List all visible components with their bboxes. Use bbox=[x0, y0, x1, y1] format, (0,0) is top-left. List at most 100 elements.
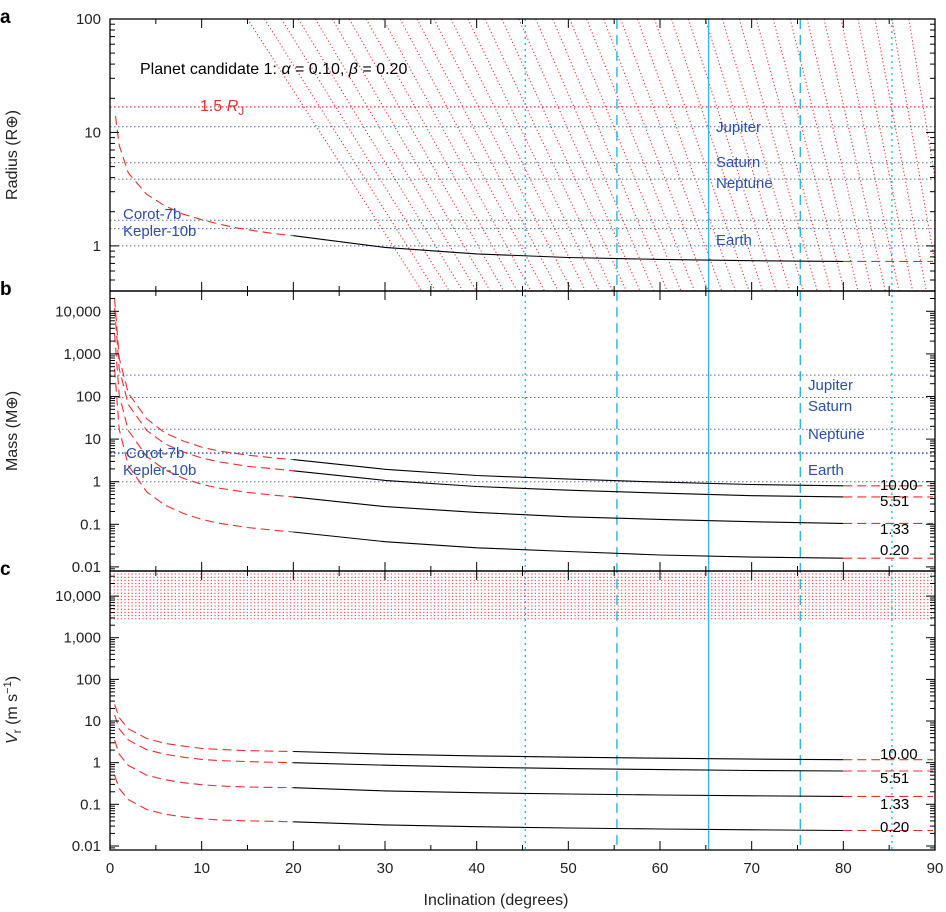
y-tick-label: 1,000 bbox=[63, 630, 101, 647]
curve-dashed bbox=[114, 333, 294, 498]
curve-solid bbox=[293, 821, 844, 832]
curve-solid bbox=[293, 750, 844, 761]
hatch-curve bbox=[264, 19, 436, 291]
hatch-curve bbox=[670, 19, 764, 291]
hatch-curve bbox=[891, 19, 935, 267]
hatch-curve bbox=[331, 19, 491, 291]
ref-label-a: Jupiter bbox=[716, 119, 761, 136]
panel-frame bbox=[109, 18, 936, 292]
series-label: 5.51 bbox=[880, 493, 909, 510]
series-label: 10.00 bbox=[880, 746, 918, 763]
x-tick-label: 10 bbox=[193, 860, 210, 877]
x-tick-label: 80 bbox=[835, 860, 852, 877]
y-tick-label: 1 bbox=[93, 474, 101, 491]
planet-candidate-annotation: Planet candidate 1: α = 0.10, β = 0.20 bbox=[140, 61, 407, 78]
y-axis-title-b: Mass (M⊕) bbox=[4, 391, 21, 471]
x-tick-label: 50 bbox=[560, 860, 577, 877]
curve-dashed bbox=[114, 298, 294, 461]
hatch-curve bbox=[721, 19, 805, 291]
y-tick-label: 100 bbox=[76, 389, 101, 406]
y-axis-title-a: Radius (R⊕) bbox=[4, 110, 21, 200]
y-tick-label: 1,000 bbox=[63, 346, 101, 363]
x-tick-label: 90 bbox=[927, 860, 944, 877]
series-label: 5.51 bbox=[880, 770, 909, 787]
hatch-curve bbox=[365, 19, 518, 291]
x-tick-label: 30 bbox=[377, 860, 394, 877]
hatch-curve bbox=[552, 19, 668, 291]
series-label: 10.00 bbox=[880, 477, 918, 494]
series-label: 1.33 bbox=[880, 521, 909, 538]
hatch-curve bbox=[247, 19, 423, 291]
rj-label: 1.5 RJ bbox=[200, 98, 244, 118]
hatch-curve bbox=[348, 19, 504, 291]
hatch-curve bbox=[535, 19, 655, 291]
series-label: 0.20 bbox=[880, 542, 909, 559]
hatch-curve bbox=[755, 19, 832, 291]
hatch-curve bbox=[314, 19, 477, 291]
y-tick-label: 0.1 bbox=[80, 796, 101, 813]
curves-panel-a bbox=[114, 115, 933, 262]
ref-label-a: Corot-7b bbox=[123, 206, 181, 223]
y-tick-label: 1 bbox=[93, 238, 101, 255]
hatch-curve bbox=[382, 19, 532, 291]
y-tick-label: 1 bbox=[93, 755, 101, 772]
curve-solid bbox=[293, 496, 844, 524]
curve-dashed bbox=[114, 704, 294, 753]
hatch-curve bbox=[569, 19, 682, 291]
hatch-curve bbox=[704, 19, 791, 291]
x-tick-label: 70 bbox=[743, 860, 760, 877]
curve-solid bbox=[293, 762, 844, 772]
curves-panel-b bbox=[114, 298, 933, 559]
ref-label-b: Corot-7b bbox=[126, 445, 184, 462]
hatch-curve bbox=[636, 19, 736, 291]
curve-solid bbox=[293, 531, 844, 559]
hatch-curve bbox=[653, 19, 750, 291]
y-tick-label: 0.01 bbox=[72, 559, 101, 576]
excluded-region-a bbox=[247, 19, 935, 291]
panel-letter-a: a bbox=[0, 7, 11, 28]
y-tick-label: 10,000 bbox=[55, 588, 101, 605]
ref-label-a: Saturn bbox=[716, 154, 760, 171]
curve-dashed bbox=[114, 714, 294, 764]
y-tick-label: 100 bbox=[76, 11, 101, 28]
hatch-curve bbox=[484, 19, 614, 291]
hatch-curve bbox=[280, 19, 450, 291]
ref-label-b: Jupiter bbox=[808, 377, 853, 394]
hatch-curve bbox=[874, 19, 927, 291]
hatch-curve bbox=[586, 19, 695, 291]
curve-solid bbox=[293, 470, 844, 498]
y-tick-label: 10,000 bbox=[55, 303, 101, 320]
hatch-curve bbox=[297, 19, 464, 291]
hatch-curve bbox=[603, 19, 709, 291]
x-tick-label: 20 bbox=[285, 860, 302, 877]
y-tick-label: 10 bbox=[84, 713, 101, 730]
y-axis-title-c: Vr (m s−1) bbox=[2, 676, 24, 744]
hatch-curve bbox=[772, 19, 845, 291]
ref-label-b: Neptune bbox=[808, 426, 865, 443]
hatch-curve bbox=[806, 19, 873, 291]
hatch-curve bbox=[399, 19, 545, 291]
series-label: 1.33 bbox=[880, 796, 909, 813]
hatch-curve bbox=[450, 19, 586, 291]
hatch-curve bbox=[433, 19, 573, 291]
y-tick-label: 10 bbox=[84, 431, 101, 448]
panel-frame bbox=[109, 570, 936, 851]
series-label: 0.20 bbox=[880, 819, 909, 836]
hatch-curve bbox=[840, 19, 900, 291]
curve-solid bbox=[293, 459, 844, 487]
hatch-curve bbox=[908, 19, 935, 182]
curve-dashed bbox=[114, 775, 294, 823]
ref-label-b: Earth bbox=[808, 462, 844, 479]
x-axis-title: Inclination (degrees) bbox=[424, 892, 569, 909]
hatch-curve bbox=[416, 19, 559, 291]
curve-solid bbox=[293, 787, 844, 797]
curve-solid bbox=[293, 235, 844, 262]
x-tick-label: 60 bbox=[652, 860, 669, 877]
curves-panel-c bbox=[114, 704, 933, 832]
panel-letter-c: c bbox=[0, 559, 11, 580]
curve-dashed bbox=[114, 739, 294, 789]
ref-label-b: Saturn bbox=[808, 398, 852, 415]
x-tick-label: 40 bbox=[468, 860, 485, 877]
curve-dashed bbox=[114, 307, 294, 472]
